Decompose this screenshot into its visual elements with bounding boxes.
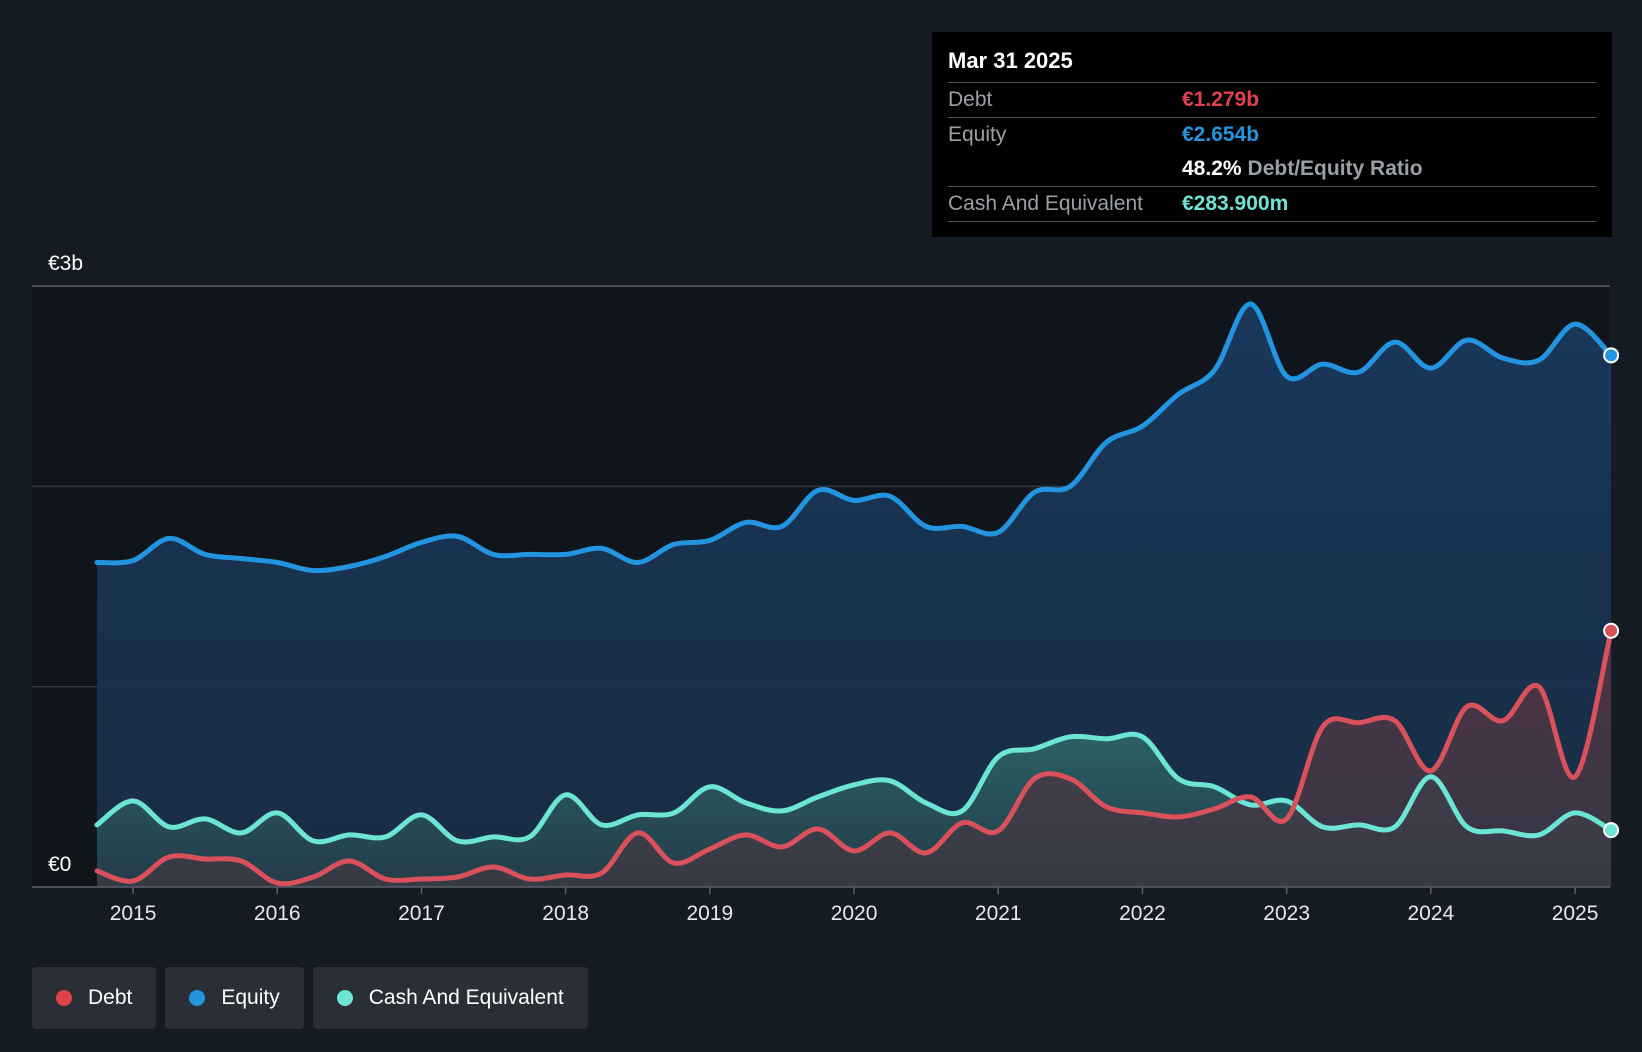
- x-tick-label-2017: 2017: [398, 902, 445, 925]
- x-tick-label-2018: 2018: [542, 902, 589, 925]
- x-tick-label-2019: 2019: [686, 902, 733, 925]
- series-areas: [97, 303, 1612, 887]
- legend-label-equity: Equity: [221, 986, 280, 1009]
- x-tick-label-2024: 2024: [1407, 902, 1454, 925]
- tooltip-equity-value: €2.654b: [1182, 123, 1260, 146]
- data-tooltip: Mar 31 2025 Debt €1.279b Equity €2.654b …: [932, 32, 1612, 237]
- x-tick-label-2020: 2020: [831, 902, 878, 925]
- legend-item-equity[interactable]: Equity: [165, 967, 304, 1029]
- x-tick-label-2023: 2023: [1263, 902, 1310, 925]
- series-end-markers: [1603, 347, 1620, 839]
- x-axis: 2015 2016 2017 2018 2019 2020 2021 2022 2023 2024…: [32, 886, 1610, 925]
- tooltip-ratio-label: Debt/Equity Ratio: [1247, 157, 1423, 180]
- tooltip-debt-value: €1.279b: [1182, 88, 1260, 111]
- x-tick-label-2021: 2021: [975, 902, 1022, 925]
- tooltip-date: Mar 31 2025: [948, 48, 1073, 73]
- legend-item-cash[interactable]: Cash And Equivalent: [312, 967, 588, 1029]
- equity-end-marker: [1603, 347, 1620, 364]
- debt-end-marker: [1603, 622, 1620, 639]
- series-lines: [94, 301, 1614, 887]
- tooltip-cash-row: Cash And Equivalent €283.900m: [948, 186, 1596, 222]
- tooltip-debt-row: Debt €1.279b: [948, 82, 1596, 117]
- legend-dot-equity: [189, 990, 206, 1006]
- tooltip-ratio-value: 48.2%: [1182, 157, 1242, 180]
- x-tick-label-2015: 2015: [110, 902, 157, 925]
- x-tick-label-2022: 2022: [1119, 902, 1166, 925]
- debt-line: [94, 628, 1614, 887]
- legend: Debt Equity Cash And Equivalent: [32, 967, 588, 1029]
- legend-label-debt: Debt: [88, 986, 133, 1009]
- x-tick-label-2025: 2025: [1552, 902, 1599, 925]
- y-tick-label-0: €0: [48, 853, 71, 876]
- x-tick-label-2016: 2016: [254, 902, 301, 925]
- y-axis: €3b €0: [48, 252, 83, 876]
- debt-area: [97, 630, 1612, 887]
- tooltip-equity-row: Equity €2.654b: [948, 117, 1596, 152]
- tooltip-equity-label: Equity: [948, 123, 1007, 146]
- y-tick-label-3: €3b: [48, 252, 83, 275]
- legend-label-cash: Cash And Equivalent: [368, 986, 564, 1009]
- legend-dot-cash: [336, 990, 353, 1006]
- equity-line: [94, 301, 1614, 574]
- legend-item-debt[interactable]: Debt: [32, 967, 157, 1029]
- tooltip-cash-label: Cash And Equivalent: [948, 192, 1143, 215]
- tooltip-debt-label: Debt: [948, 88, 993, 111]
- tooltip-cash-value: €283.900m: [1182, 192, 1289, 215]
- equity-area: [97, 303, 1612, 887]
- cash-end-marker: [1603, 822, 1620, 839]
- tooltip-ratio-row: 48.2% Debt/Equity Ratio: [948, 152, 1596, 186]
- legend-dot-debt: [56, 990, 72, 1006]
- cash-line: [94, 731, 1614, 845]
